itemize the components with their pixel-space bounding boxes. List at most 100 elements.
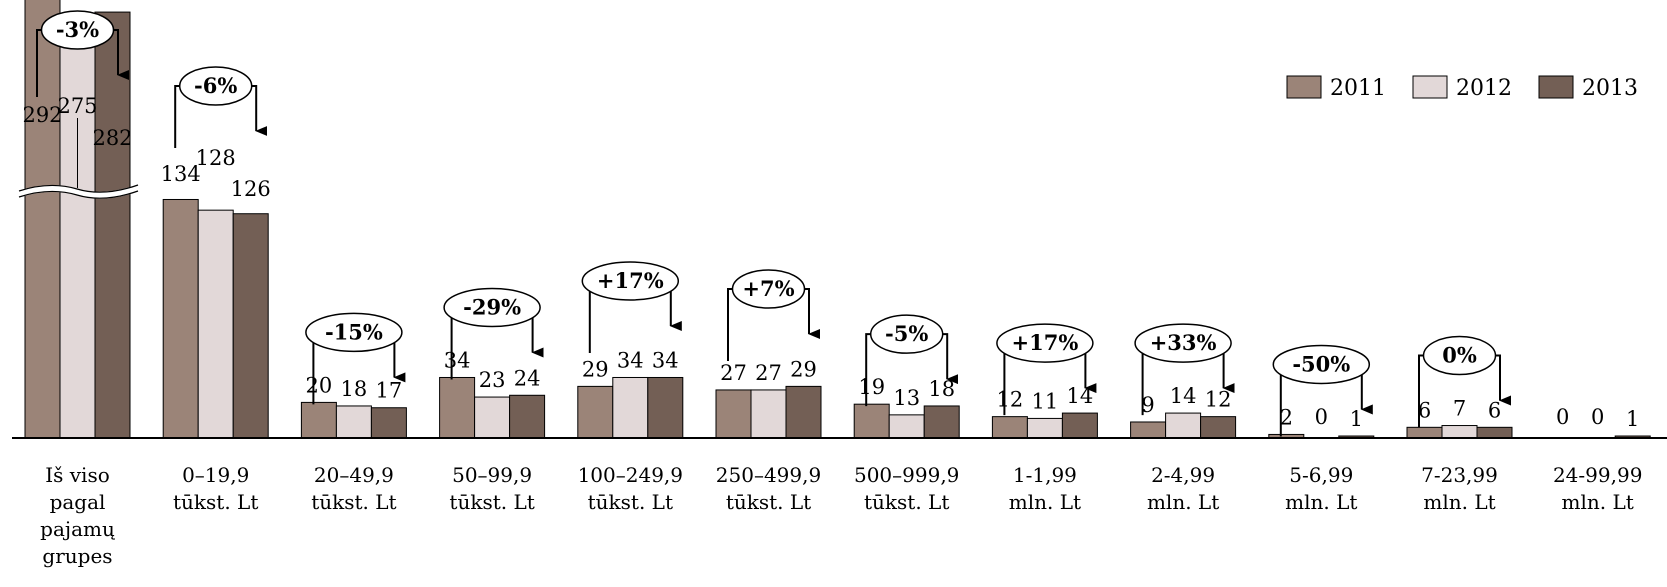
value-label: 18 bbox=[341, 377, 368, 401]
value-label: 34 bbox=[444, 348, 471, 372]
change-oval bbox=[443, 287, 541, 328]
value-label: 29 bbox=[582, 357, 609, 381]
legend-label-2011: 2011 bbox=[1330, 76, 1386, 101]
value-label: 27 bbox=[720, 361, 747, 385]
legend: 2011 2012 2013 bbox=[1286, 75, 1638, 101]
value-label: 6 bbox=[1418, 398, 1431, 422]
bar-2012-group-3 bbox=[474, 396, 511, 439]
category-label: 5-6,99 bbox=[1289, 463, 1353, 487]
change-percent: -29% bbox=[463, 294, 521, 319]
category-label: mln. Lt bbox=[1562, 490, 1634, 514]
value-label: 9 bbox=[1141, 393, 1154, 417]
change-oval bbox=[1134, 323, 1232, 363]
category-label: grupes bbox=[42, 544, 112, 568]
value-label: 275 bbox=[57, 94, 97, 118]
bar-2011-group-6 bbox=[853, 403, 890, 439]
change-oval bbox=[1272, 344, 1371, 385]
change-annotations-layer: -3% -6% -15% -29% +17% +7% -5% +17% +33% -50% 0% bbox=[36, 10, 1511, 437]
category-label: 7-23,99 bbox=[1421, 463, 1498, 487]
change-oval bbox=[40, 10, 115, 50]
category-label: 50–99,9 bbox=[452, 463, 532, 487]
category-label: tūkst. Lt bbox=[864, 490, 949, 514]
bar-2013-group-6 bbox=[923, 405, 960, 439]
category-label: tūkst. Lt bbox=[726, 490, 811, 514]
bar-2012-group-8 bbox=[1165, 412, 1202, 439]
value-label: 0 bbox=[1591, 405, 1604, 429]
value-label: 6 bbox=[1488, 398, 1501, 422]
value-label: 1 bbox=[1626, 407, 1639, 431]
change-percent: +17% bbox=[1012, 330, 1079, 355]
category-label: mln. Lt bbox=[1285, 490, 1357, 514]
value-label: 29 bbox=[790, 357, 817, 381]
value-label: 126 bbox=[231, 177, 271, 201]
bar-2013-group-1 bbox=[232, 213, 269, 439]
bar-2013-group-4 bbox=[647, 376, 684, 439]
category-label: 24-99,99 bbox=[1553, 463, 1642, 487]
category-label: tūkst. Lt bbox=[588, 490, 673, 514]
value-label: 34 bbox=[652, 348, 679, 372]
category-labels-layer: Iš viso pagal pajamų grupes 0–19,9 tūkst. Lt 2… bbox=[40, 463, 1642, 568]
value-label: 13 bbox=[893, 386, 920, 410]
change-oval bbox=[305, 312, 403, 353]
category-label: 100–249,9 bbox=[578, 463, 683, 487]
change-oval bbox=[1422, 335, 1497, 376]
category-label: tūkst. Lt bbox=[311, 490, 396, 514]
value-label: 2 bbox=[1280, 405, 1293, 429]
change-oval bbox=[996, 323, 1094, 363]
value-label: 14 bbox=[1067, 384, 1094, 408]
legend-swatch-2013 bbox=[1538, 75, 1574, 99]
axis-break-gap bbox=[17, 184, 140, 199]
value-label: 12 bbox=[997, 388, 1024, 412]
bar-2012-group-0 bbox=[59, 20, 96, 439]
value-label: 0 bbox=[1315, 405, 1328, 429]
bar-2013-group-5 bbox=[785, 385, 822, 439]
category-label: tūkst. Lt bbox=[449, 490, 534, 514]
change-percent: -3% bbox=[56, 17, 99, 42]
value-label: 1 bbox=[1350, 407, 1363, 431]
change-percent: -6% bbox=[194, 73, 237, 98]
bar-2011-group-4 bbox=[577, 385, 614, 439]
category-label: pajamų bbox=[40, 517, 115, 541]
change-percent: -15% bbox=[325, 319, 383, 344]
change-percent: +17% bbox=[597, 268, 664, 293]
bar-2011-group-8 bbox=[1130, 421, 1167, 439]
legend-swatch-2011 bbox=[1286, 75, 1322, 99]
category-label: 2-4,99 bbox=[1151, 463, 1215, 487]
bar-2011-group-7 bbox=[991, 416, 1028, 439]
bar-2012-group-2 bbox=[335, 405, 372, 439]
value-label: 134 bbox=[161, 162, 201, 186]
bar-2012-group-7 bbox=[1026, 417, 1063, 439]
change-oval bbox=[731, 269, 806, 309]
bar-2011-group-5 bbox=[715, 389, 752, 439]
category-label: Iš viso bbox=[45, 463, 110, 487]
value-label: 27 bbox=[755, 361, 782, 385]
value-label: 0 bbox=[1556, 405, 1569, 429]
bar-2011-group-2 bbox=[300, 401, 337, 439]
bar-2011-group-10 bbox=[1406, 426, 1443, 439]
value-label: 12 bbox=[1205, 388, 1232, 412]
axis-break-line-top bbox=[18, 184, 139, 193]
bars-layer bbox=[17, 0, 1651, 439]
change-oval bbox=[869, 314, 944, 354]
axis-break-line-bottom bbox=[18, 190, 139, 199]
category-label: 0–19,9 bbox=[182, 463, 249, 487]
change-percent: 0% bbox=[1442, 343, 1477, 368]
value-label: 14 bbox=[1170, 384, 1197, 408]
value-label: 34 bbox=[617, 348, 644, 372]
category-label: 500–999,9 bbox=[854, 463, 959, 487]
category-label: mln. Lt bbox=[1423, 490, 1495, 514]
bar-2011-group-0 bbox=[24, 0, 61, 439]
bar-2013-group-2 bbox=[370, 407, 407, 439]
bar-2011-group-1 bbox=[162, 198, 199, 439]
bar-2013-group-8 bbox=[1200, 416, 1237, 439]
bar-2013-group-10 bbox=[1476, 426, 1513, 439]
bar-2012-group-1 bbox=[197, 209, 234, 439]
legend-label-2013: 2013 bbox=[1582, 76, 1638, 101]
category-label: 1-1,99 bbox=[1013, 463, 1077, 487]
change-bracket-left bbox=[727, 288, 739, 361]
category-label: pagal bbox=[50, 490, 106, 514]
bar-2012-group-5 bbox=[750, 389, 787, 439]
category-label: tūkst. Lt bbox=[173, 490, 258, 514]
